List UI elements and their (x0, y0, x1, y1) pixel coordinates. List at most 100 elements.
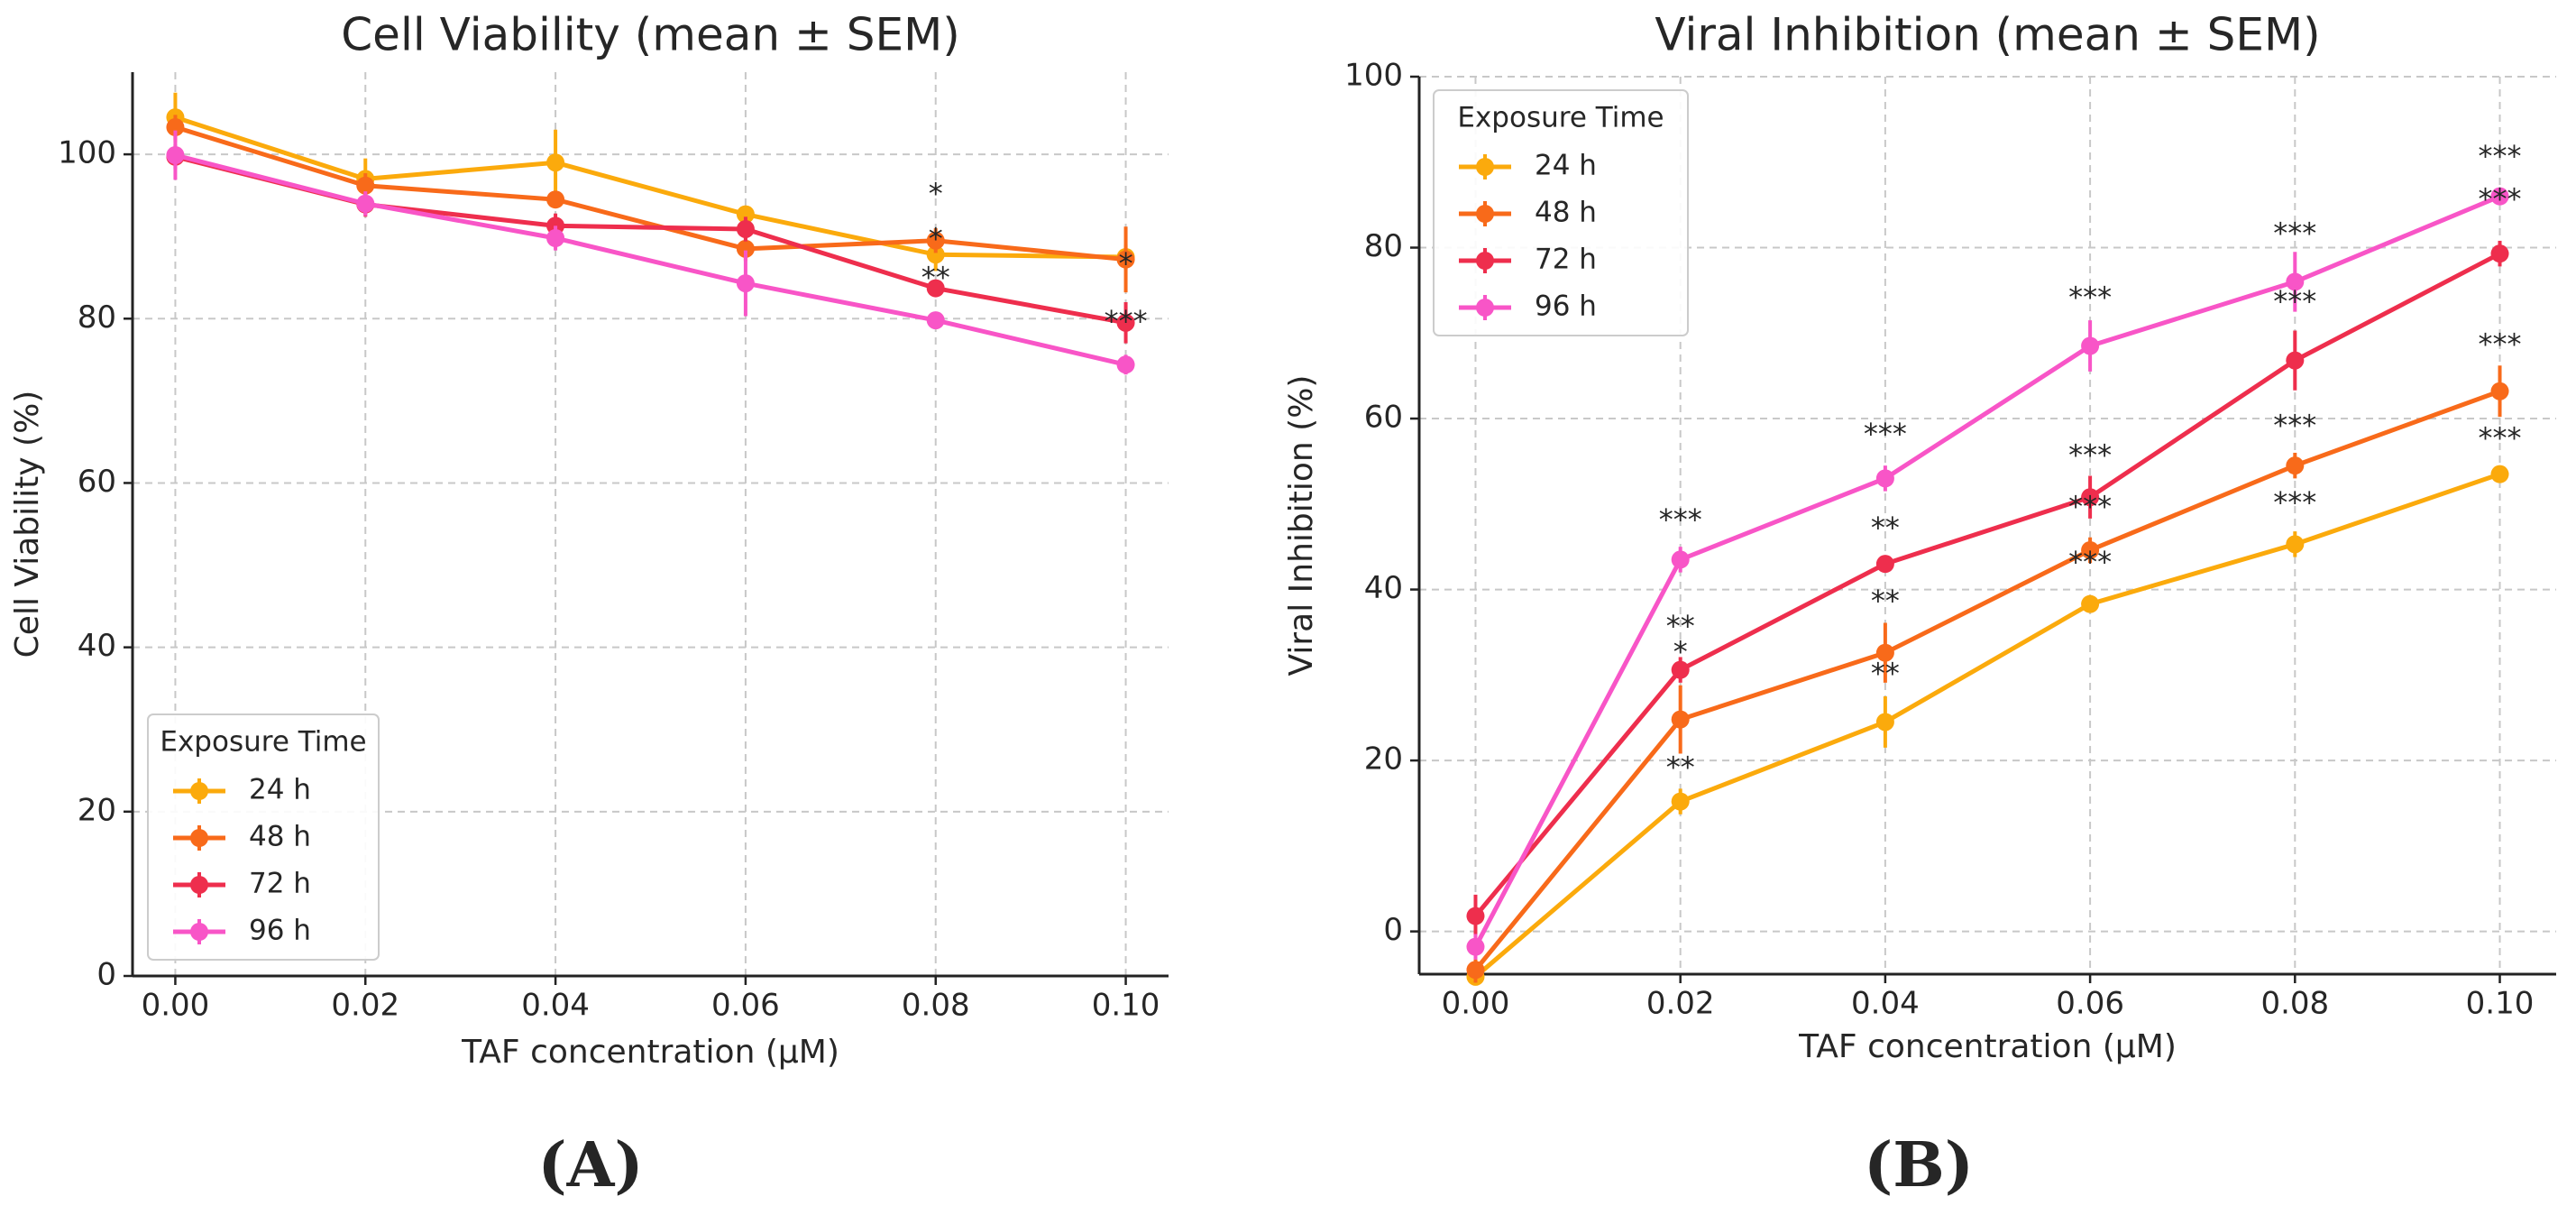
data-point (356, 176, 375, 195)
series-24h (1466, 465, 2509, 986)
x-tick-label: 0.06 (711, 988, 780, 1024)
significance-annotation: *** (2068, 438, 2112, 473)
data-point (926, 279, 945, 298)
series-72h (1466, 240, 2509, 938)
significance-annotation: *** (1105, 304, 1148, 338)
significance-annotation: ** (1871, 584, 1900, 618)
chart-title: Viral Inhibition (mean ± SEM) (1655, 9, 2320, 61)
x-tick-label: 0.06 (2056, 986, 2124, 1022)
y-tick-label: 20 (78, 792, 116, 828)
legend-label: 72 h (1535, 244, 1597, 276)
grid-lines (1419, 76, 2556, 974)
legend-label: 48 h (1535, 197, 1597, 229)
series-48h (166, 115, 1135, 293)
data-point (1875, 555, 1894, 574)
legend-marker (190, 876, 208, 894)
significance-annotation: *** (2479, 421, 2522, 456)
y-tick-label: 40 (1364, 570, 1403, 606)
significance-annotation: ** (1871, 656, 1900, 690)
significance-annotation: *** (2273, 284, 2316, 318)
legend-marker (190, 923, 208, 941)
data-point (2490, 244, 2509, 263)
data-point (1466, 907, 1485, 925)
series-96h (1466, 187, 2509, 960)
data-point (2286, 535, 2305, 554)
data-point (1671, 710, 1690, 729)
data-point (736, 219, 755, 238)
panel-a-cell-viability: Cell Viability (mean ± SEM) 0 20 40 60 80 100 0… (9, 9, 1169, 1201)
legend-marker (1476, 299, 1494, 317)
chart-title: Cell Viability (mean ± SEM) (341, 9, 959, 61)
x-tick-label: 0.00 (1442, 986, 1510, 1022)
legend-marker (1476, 205, 1494, 223)
significance-annotation: *** (2068, 545, 2112, 579)
significance-annotation: *** (2479, 139, 2522, 173)
significance-annotation: * (1119, 246, 1133, 281)
data-point (1875, 713, 1894, 732)
significance-annotation: *** (2273, 485, 2316, 520)
data-point (1116, 313, 1135, 332)
data-point (166, 146, 185, 165)
y-tick-label: 100 (58, 135, 116, 171)
significance-annotation: *** (2273, 216, 2316, 250)
legend: Exposure Time 24 h 48 h 72 h 96 h (147, 713, 380, 961)
series-line (174, 154, 1127, 326)
x-axis-label: TAF concentration (µM) (461, 1034, 839, 1071)
series-line (174, 152, 1127, 367)
significance-annotation: ** (1871, 511, 1900, 545)
data-point (1671, 660, 1690, 679)
legend-item: 96 h (173, 915, 311, 947)
x-tick-label: 0.10 (2466, 986, 2535, 1022)
y-axis-label: Viral Inhibition (%) (1283, 375, 1320, 677)
x-axis-label: TAF concentration (µM) (1798, 1028, 2177, 1065)
y-axis-label: Cell Viability (%) (9, 391, 46, 658)
series-line (1473, 389, 2501, 971)
series-line (174, 124, 1126, 262)
data-point (2490, 187, 2509, 206)
significance-annotation: ** (921, 261, 950, 295)
legend-marker (190, 782, 208, 800)
significance-annotation: ** (1666, 609, 1695, 643)
series-line (1473, 251, 2501, 918)
data-point (1875, 643, 1894, 662)
x-tick-label: 0.08 (2260, 986, 2329, 1022)
significance-annotation: * (929, 222, 943, 256)
series-96h (166, 130, 1135, 375)
y-tick-label: 0 (96, 957, 116, 993)
y-tick-label: 60 (1364, 400, 1403, 436)
y-tick-label: 80 (1364, 228, 1403, 264)
x-tick-label: 0.02 (1646, 986, 1715, 1022)
data-point (356, 194, 375, 213)
y-tick-label: 100 (1344, 58, 1403, 94)
data-point (2081, 488, 2100, 507)
data-point (736, 239, 755, 258)
legend-marker (1476, 158, 1494, 176)
x-tick-label: 0.02 (331, 988, 399, 1024)
legend-label: 96 h (1535, 290, 1597, 323)
significance-annotation: *** (1659, 502, 1702, 537)
data-point (546, 190, 565, 209)
legend-label: 72 h (249, 868, 311, 900)
y-tick-label: 0 (1383, 912, 1403, 948)
series-line (1473, 194, 2501, 948)
y-tick-label: 80 (78, 299, 116, 336)
data-point (926, 231, 945, 250)
significance-annotation: *** (2273, 409, 2316, 443)
data-point (166, 118, 185, 137)
significance-annotation: *** (2068, 280, 2112, 314)
y-tick-label: 40 (78, 628, 116, 664)
data-point (1116, 250, 1135, 269)
x-tick-label: 0.08 (902, 988, 970, 1024)
legend-marker (1476, 252, 1494, 270)
panel-label: (A) (537, 1129, 643, 1201)
data-point (2490, 382, 2509, 400)
data-point (2081, 540, 2100, 559)
legend-item: 96 h (1459, 290, 1597, 323)
legend-item: 72 h (1459, 244, 1597, 276)
data-point (1466, 961, 1485, 980)
legend-label: 24 h (249, 774, 311, 806)
significance-annotation: * (929, 177, 943, 211)
y-tick-label: 20 (1364, 741, 1403, 778)
legend-title: Exposure Time (1457, 102, 1664, 134)
legend-item: 72 h (173, 868, 311, 900)
